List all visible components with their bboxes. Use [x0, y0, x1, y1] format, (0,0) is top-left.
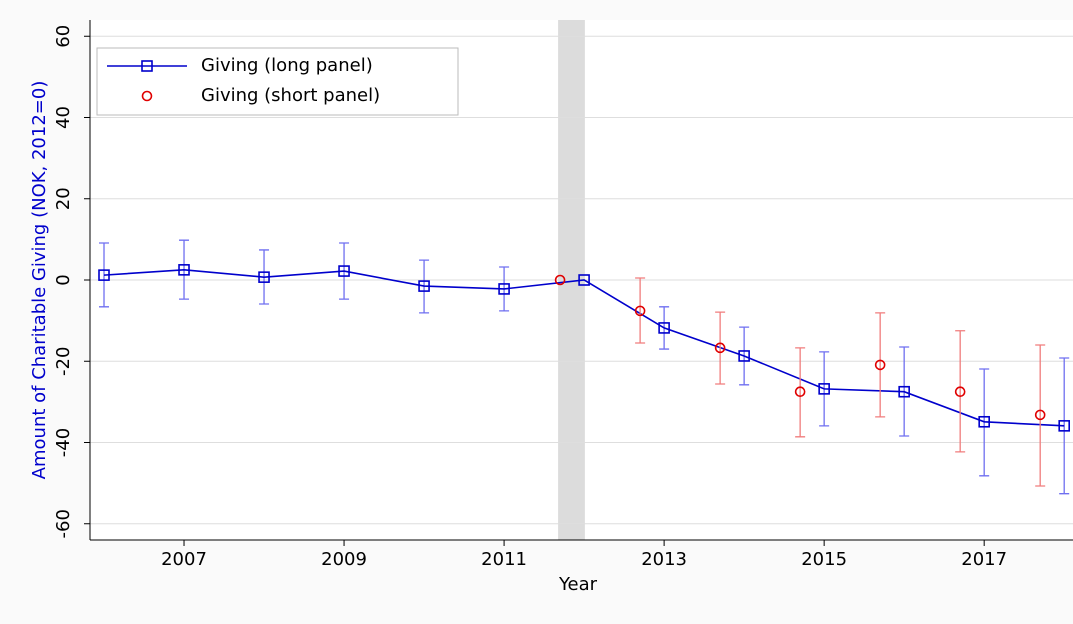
- marker: [818, 383, 830, 395]
- marker: [578, 274, 590, 286]
- error-bar: [875, 312, 886, 418]
- y-tick-label: 60: [53, 25, 74, 48]
- legend-label: Giving (short panel): [201, 85, 380, 106]
- legend-label: Giving (long panel): [201, 55, 373, 76]
- x-tick-label: 2015: [801, 549, 847, 570]
- y-tick-label: 20: [53, 187, 74, 210]
- error-bar: [715, 311, 726, 385]
- error-bar: [795, 347, 806, 438]
- error-bar: [955, 330, 966, 453]
- marker: [1058, 420, 1070, 432]
- x-tick-label: 2013: [641, 549, 687, 570]
- y-tick-label: 40: [53, 106, 74, 129]
- marker: [898, 385, 910, 398]
- error-bar: [635, 277, 646, 344]
- marker: [954, 386, 966, 398]
- y-tick-label: 0: [53, 274, 74, 285]
- marker: [338, 265, 350, 277]
- marker: [178, 264, 190, 276]
- series-line: [103, 269, 1065, 427]
- marker: [978, 415, 990, 428]
- x-tick-label: 2017: [961, 549, 1007, 570]
- legend-marker: [141, 90, 153, 102]
- marker: [98, 269, 110, 281]
- x-tick-label: 2007: [161, 549, 207, 570]
- x-tick-label: 2009: [321, 549, 367, 570]
- error-bar: [1035, 344, 1046, 487]
- marker: [714, 342, 726, 354]
- error-bar: [1059, 357, 1070, 495]
- legend-box: [96, 47, 459, 116]
- marker: [258, 271, 270, 283]
- marker: [1034, 409, 1046, 421]
- marker: [794, 386, 806, 398]
- marker: [658, 322, 670, 334]
- x-axis-label: Year: [558, 574, 598, 595]
- y-axis-label: Amount of Charitable Giving (NOK, 2012=0…: [29, 81, 50, 480]
- legend-marker: [141, 60, 153, 72]
- y-tick-label: -60: [53, 509, 74, 538]
- marker: [634, 305, 646, 317]
- marker: [738, 350, 750, 362]
- marker: [554, 274, 566, 286]
- y-tick-label: -20: [53, 347, 74, 376]
- marker: [874, 359, 886, 371]
- marker: [498, 283, 510, 295]
- y-tick-label: -40: [53, 428, 74, 457]
- x-tick-label: 2011: [481, 549, 527, 570]
- marker: [418, 280, 430, 292]
